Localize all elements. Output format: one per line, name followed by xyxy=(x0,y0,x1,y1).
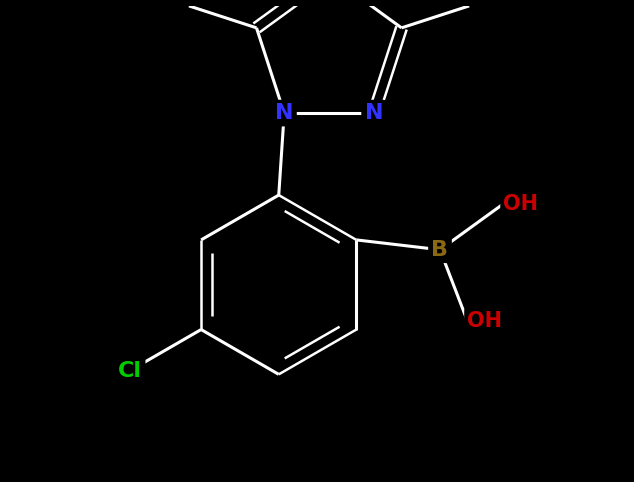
Text: N: N xyxy=(275,103,294,123)
Text: B: B xyxy=(432,240,448,260)
Text: Cl: Cl xyxy=(118,361,142,380)
Text: N: N xyxy=(365,103,383,123)
Text: OH: OH xyxy=(467,311,502,331)
Text: OH: OH xyxy=(503,194,538,214)
